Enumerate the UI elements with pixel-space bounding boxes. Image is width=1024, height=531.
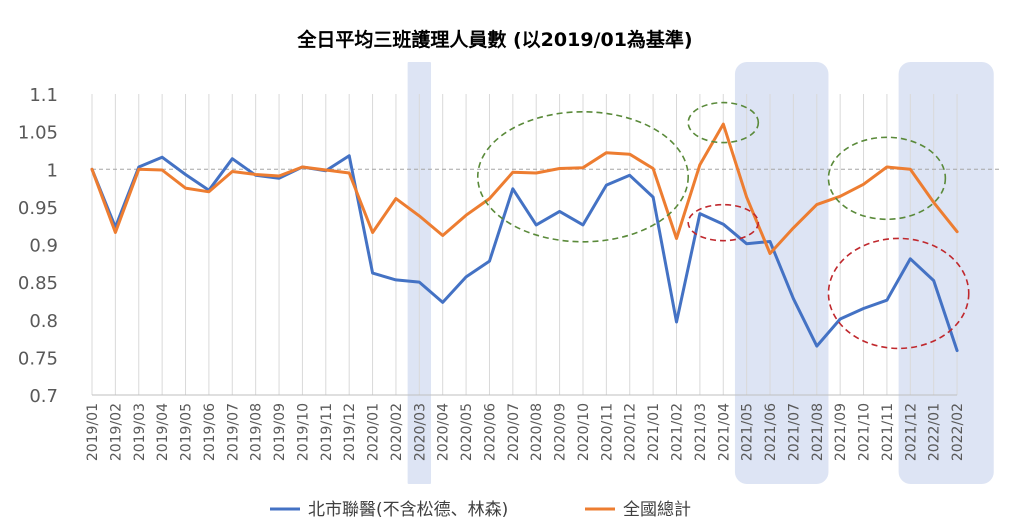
x-tick-label: 2021/06 bbox=[763, 403, 779, 461]
x-tick-label: 2020/10 bbox=[576, 403, 592, 461]
legend-label: 北市聯醫(不含松德、林森) bbox=[308, 500, 508, 520]
annotation-ellipse bbox=[827, 237, 970, 350]
x-tick-label: 2021/07 bbox=[786, 403, 802, 461]
x-axis-tick-labels: 2019/01 2019/02 2019/03 2019/04 2019/05 2019/… bbox=[85, 403, 966, 461]
x-tick-label: 2019/10 bbox=[295, 403, 311, 461]
legend-label: 全國總計 bbox=[623, 500, 691, 520]
x-tick-label: 2020/01 bbox=[366, 403, 382, 461]
x-tick-label: 2019/01 bbox=[85, 403, 101, 461]
annotation-ellipses bbox=[476, 101, 970, 350]
x-tick-label: 2021/03 bbox=[693, 403, 709, 461]
y-tick-label: 0.7 bbox=[29, 386, 58, 407]
annotation-ellipse bbox=[827, 136, 947, 221]
y-tick-label: 1 bbox=[47, 160, 58, 181]
x-tick-label: 2019/09 bbox=[272, 403, 288, 461]
chart-title: 全日平均三班護理人員數 (以2019/01為基準) bbox=[296, 28, 692, 51]
x-tick-label: 2020/04 bbox=[436, 403, 452, 461]
x-tick-label: 2019/03 bbox=[132, 403, 148, 461]
y-axis-tick-labels: 0.7 0.75 0.8 0.85 0.9 0.95 1 1.05 1.1 bbox=[18, 85, 58, 407]
x-tick-label: 2021/01 bbox=[646, 403, 662, 461]
x-tick-label: 2020/11 bbox=[599, 403, 615, 461]
y-tick-label: 0.85 bbox=[18, 273, 58, 294]
gridlines bbox=[91, 94, 1000, 396]
x-tick-label: 2022/01 bbox=[927, 403, 943, 461]
x-tick-label: 2021/11 bbox=[880, 403, 896, 461]
x-tick-label: 2020/06 bbox=[482, 403, 498, 461]
x-tick-label: 2021/02 bbox=[670, 403, 686, 461]
annotation-ellipse bbox=[687, 203, 760, 242]
x-tick-label: 2019/08 bbox=[249, 403, 265, 461]
x-tick-label: 2019/05 bbox=[179, 403, 195, 461]
highlight-band bbox=[898, 62, 994, 484]
x-tick-label: 2021/04 bbox=[716, 403, 732, 461]
x-tick-label: 2019/11 bbox=[319, 403, 335, 461]
x-tick-label: 2020/03 bbox=[412, 403, 428, 461]
y-tick-label: 0.75 bbox=[18, 348, 58, 369]
x-tick-label: 2020/08 bbox=[529, 403, 545, 461]
x-tick-label: 2021/09 bbox=[833, 403, 849, 461]
y-tick-label: 0.95 bbox=[18, 198, 58, 219]
series-line-taipei bbox=[90, 154, 959, 353]
series-line-national bbox=[90, 122, 959, 255]
x-tick-label: 2019/06 bbox=[202, 403, 218, 461]
x-tick-label: 2021/12 bbox=[903, 403, 919, 461]
x-tick-label: 2019/04 bbox=[155, 403, 171, 461]
annotation-ellipse bbox=[476, 110, 689, 243]
x-tick-label: 2020/05 bbox=[459, 403, 475, 461]
legend: 北市聯醫(不含松德、林森) 全國總計 bbox=[270, 500, 691, 520]
x-tick-label: 2021/05 bbox=[740, 403, 756, 461]
y-tick-label: 1.1 bbox=[29, 85, 58, 106]
x-tick-label: 2021/10 bbox=[857, 403, 873, 461]
x-tick-label: 2021/08 bbox=[810, 403, 826, 461]
y-tick-label: 0.8 bbox=[29, 311, 58, 332]
x-tick-label: 2022/02 bbox=[950, 403, 966, 461]
x-tick-label: 2019/07 bbox=[225, 403, 241, 461]
series-lines bbox=[90, 122, 959, 353]
x-tick-label: 2019/12 bbox=[342, 403, 358, 461]
y-tick-label: 1.05 bbox=[18, 123, 58, 144]
x-tick-label: 2020/12 bbox=[623, 403, 639, 461]
annotation-ellipse bbox=[687, 101, 760, 144]
x-tick-label: 2019/02 bbox=[108, 403, 124, 461]
x-tick-label: 2020/07 bbox=[506, 403, 522, 461]
y-tick-label: 0.9 bbox=[29, 236, 58, 257]
x-tick-label: 2020/09 bbox=[553, 403, 569, 461]
x-tick-label: 2020/02 bbox=[389, 403, 405, 461]
